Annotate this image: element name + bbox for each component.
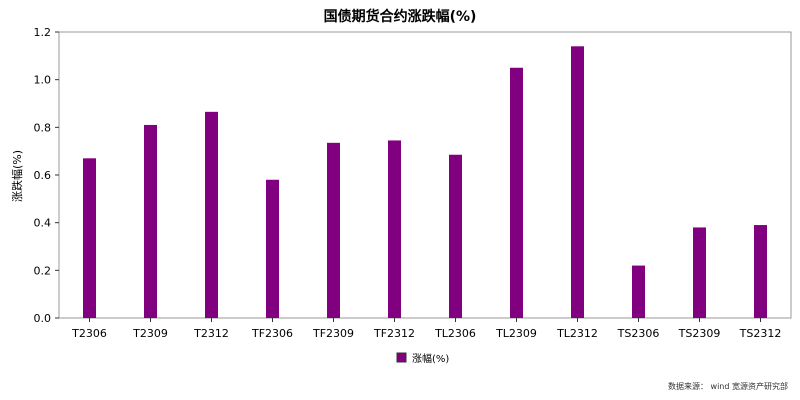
y-tick-label: 0.2 — [34, 264, 52, 277]
bar-T2306 — [83, 158, 96, 318]
bar-TF2306 — [266, 179, 279, 318]
y-axis-label: 涨跌幅(%) — [10, 150, 24, 202]
y-tick-label: 0.6 — [34, 169, 52, 182]
x-tick-label-TF2306: TF2306 — [251, 327, 293, 340]
bar-TL2309 — [510, 67, 523, 318]
source-note: 数据来源： wind 宽源资产研究部 — [668, 382, 788, 391]
bar-TS2312 — [754, 225, 767, 318]
plot-area — [58, 31, 792, 319]
legend-swatch — [396, 352, 407, 363]
x-tick-label-T2309: T2309 — [132, 327, 168, 340]
bar-T2309 — [144, 124, 157, 318]
legend-label: 涨幅(%) — [412, 352, 449, 365]
y-tick-label: 0.0 — [34, 312, 52, 325]
bar-TL2306 — [449, 154, 462, 318]
bar-TS2309 — [693, 227, 706, 318]
bar-TS2306 — [632, 265, 645, 318]
y-tick-label: 0.4 — [34, 217, 52, 230]
y-tick-label: 0.8 — [34, 121, 52, 134]
bar-T2312 — [205, 111, 218, 318]
chart-title: 国债期货合约涨跌幅(%) — [323, 9, 477, 25]
x-tick-label-TF2309: TF2309 — [312, 327, 354, 340]
x-tick-label-TL2312: TL2312 — [556, 327, 598, 340]
x-tick-label-TF2312: TF2312 — [373, 327, 415, 340]
bar-TL2312 — [571, 46, 584, 319]
x-tick-label-TS2309: TS2309 — [678, 327, 721, 340]
bar-TF2309 — [327, 142, 340, 318]
y-tick-label: 1.0 — [34, 74, 52, 87]
bar-TF2312 — [388, 140, 401, 318]
x-tick-label-TS2306: TS2306 — [617, 327, 660, 340]
x-tick-label-T2306: T2306 — [71, 327, 107, 340]
x-tick-label-TS2312: TS2312 — [739, 327, 782, 340]
x-tick-label-T2312: T2312 — [193, 327, 229, 340]
x-tick-label-TL2309: TL2309 — [495, 327, 537, 340]
y-tick-label: 1.2 — [34, 26, 52, 39]
x-tick-label-TL2306: TL2306 — [434, 327, 476, 340]
